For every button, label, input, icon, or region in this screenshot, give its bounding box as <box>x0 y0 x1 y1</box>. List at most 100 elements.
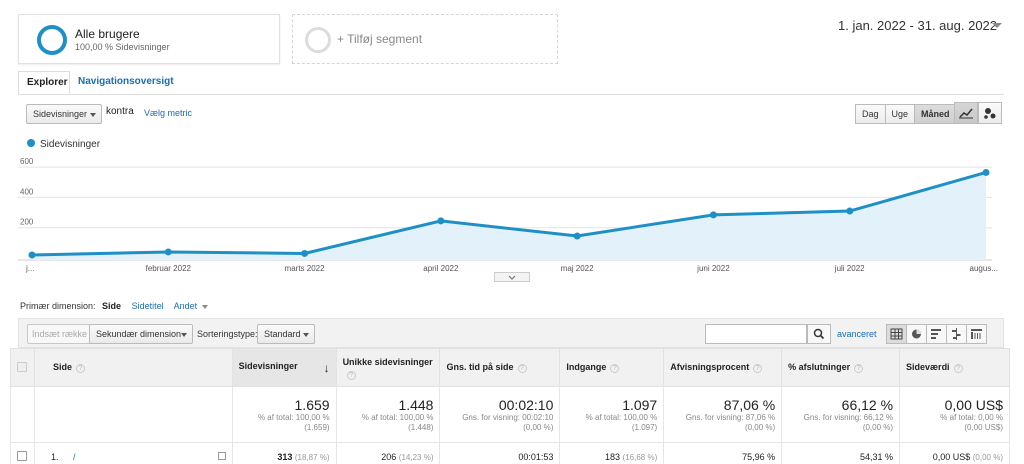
chart-data-point[interactable] <box>573 232 581 240</box>
search-icon[interactable] <box>807 324 831 344</box>
dimension-page-title[interactable]: Sidetitel <box>131 301 164 311</box>
x-tick-label: augus... <box>970 264 998 273</box>
select-all-cell[interactable] <box>10 348 35 387</box>
column-header-bounce-rate[interactable]: Afvisningsprocent? <box>663 348 783 387</box>
tab-navigation-summary[interactable]: Navigationsoversigt <box>78 76 174 87</box>
motion-chart-icon[interactable] <box>978 102 1002 124</box>
help-icon[interactable]: ? <box>854 364 864 373</box>
segment-card-all-users[interactable]: Alle brugere 100,00 % Sidevisninger <box>18 14 280 64</box>
dimension-other[interactable]: Andet <box>173 301 198 311</box>
row-avg-time: 00:01:53 <box>439 442 561 464</box>
help-icon[interactable]: ? <box>76 364 85 373</box>
primary-dimension-label: Primær dimension: <box>20 301 96 311</box>
column-header-page[interactable]: Side? <box>33 348 233 387</box>
date-range-picker[interactable]: 1. jan. 2022 - 31. aug. 2022 <box>838 18 998 33</box>
comparison-icon[interactable] <box>946 324 967 344</box>
period-month-button[interactable]: Måned <box>914 104 957 124</box>
column-header-entrances[interactable]: Indgange? <box>559 348 665 387</box>
column-header-pageviews[interactable]: Sidevisninger ↓ <box>231 348 337 387</box>
row-pageviews: 313 (18,87 %) <box>231 442 337 464</box>
x-tick-label: april 2022 <box>423 264 459 273</box>
segment-name: Alle brugere <box>75 27 140 41</box>
bar-chart-icon[interactable] <box>926 324 947 344</box>
chart-data-point[interactable] <box>437 217 445 225</box>
segment-subtitle: 100,00 % Sidevisninger <box>75 42 170 52</box>
x-tick-label: j... <box>25 264 34 273</box>
chart-svg: 200 400 600 j... februar 2022 marts 2022 apri… <box>18 139 998 273</box>
help-icon[interactable]: ? <box>517 364 527 373</box>
column-header-page-value[interactable]: Sideværdi? <box>899 348 1010 387</box>
row-page-link[interactable]: / <box>73 451 76 462</box>
chart-data-point[interactable] <box>846 207 854 215</box>
add-segment-label: + Tilføj segment <box>337 32 423 46</box>
x-tick-label: juni 2022 <box>696 264 730 273</box>
total-unique-pageviews: 1.448% af total: 100,00 % (1.448) <box>335 386 441 443</box>
data-table: Side? Sidevisninger ↓ Unikke sidevisninge… <box>10 348 1010 464</box>
help-icon[interactable]: ? <box>346 370 356 380</box>
sort-type-value: Standard <box>264 329 301 339</box>
chart-area <box>32 172 986 260</box>
period-week-button[interactable]: Uge <box>884 104 916 124</box>
chart-data-point[interactable] <box>301 249 309 257</box>
metric-select[interactable]: Sidevisninger <box>26 104 102 124</box>
pivot-icon[interactable] <box>966 324 987 344</box>
choose-metric-link[interactable]: Vælg metric <box>144 108 193 118</box>
x-tick-label: marts 2022 <box>285 264 326 273</box>
chevron-down-icon[interactable] <box>992 23 1002 28</box>
help-icon[interactable]: ? <box>953 364 963 373</box>
x-tick-label: maj 2022 <box>561 264 594 273</box>
help-icon[interactable]: ? <box>610 364 620 373</box>
metric-select-value: Sidevisninger <box>33 109 88 119</box>
chart-series-line <box>31 170 987 257</box>
table-grid-icon[interactable] <box>886 324 907 344</box>
segment-bar: Alle brugere 100,00 % Sidevisninger + Ti… <box>0 0 1024 68</box>
versus-label: kontra <box>106 106 134 117</box>
total-bounce-rate: 87,06 % Gns. for visning: 87,06 % (0,00 %) <box>663 386 783 443</box>
table-search-input[interactable] <box>705 324 807 344</box>
empty-segment-ring-icon <box>305 27 331 53</box>
chart-data-point[interactable] <box>28 251 36 259</box>
chart-collapse-handle[interactable] <box>494 272 530 282</box>
row-index: 1. <box>50 451 59 462</box>
legend-label: Sidevisninger <box>40 139 101 150</box>
total-exit-pct: 66,12 % Gns. for visning: 66,12 % (0,00 %) <box>781 386 901 443</box>
row-unique-pageviews: 206 (14,23 %) <box>335 442 441 464</box>
table-row: 1. / 313 (18,87 %) 206 (14,23 %) 00:01:5… <box>10 442 1010 464</box>
row-page-value: 0,00 US$ (0,00 %) <box>899 442 1010 464</box>
y-tick-label: 400 <box>20 187 34 196</box>
chart-data-point[interactable] <box>164 248 172 256</box>
add-segment-button[interactable]: + Tilføj segment <box>292 14 558 64</box>
advanced-filter-link[interactable]: avanceret <box>837 329 877 339</box>
select-all-checkbox[interactable] <box>17 361 28 372</box>
primary-dimension-row: Primær dimension: Side Sidetitel Andet <box>20 301 216 311</box>
row-bounce-rate: 75,96 % <box>663 442 783 464</box>
secondary-dimension-select[interactable]: Sekundær dimension <box>89 324 193 344</box>
table-header-row: Side? Sidevisninger ↓ Unikke sidevisninge… <box>10 348 1010 387</box>
y-tick-label: 600 <box>20 157 34 166</box>
chevron-down-icon <box>90 113 96 117</box>
chevron-down-icon <box>303 333 309 337</box>
row-checkbox[interactable] <box>17 450 28 461</box>
row-entrances: 183 (16,68 %) <box>559 442 665 464</box>
totals-empty-cell <box>10 386 35 443</box>
table-toolbar: Indsæt række Sekundær dimension Sorterin… <box>18 318 1004 348</box>
total-pageviews: 1.659% af total: 100,00 % (1.659) <box>231 386 337 443</box>
pie-chart-icon[interactable] <box>906 324 927 344</box>
column-header-exit-pct[interactable]: % afslutninger? <box>781 348 901 387</box>
column-header-avg-time[interactable]: Gns. tid på side? <box>439 348 561 387</box>
help-icon[interactable]: ? <box>753 364 763 373</box>
open-external-icon[interactable] <box>217 451 226 460</box>
chart-data-point[interactable] <box>709 211 717 219</box>
sort-type-select[interactable]: Standard <box>257 324 315 344</box>
column-header-unique-pageviews[interactable]: Unikke sidevisninger? <box>335 348 441 387</box>
period-buttons: Dag Uge Måned <box>855 104 957 124</box>
period-day-button[interactable]: Dag <box>855 104 886 124</box>
line-chart-icon[interactable] <box>954 102 978 124</box>
dimension-page[interactable]: Side <box>102 301 122 311</box>
row-checkbox-cell[interactable] <box>10 442 35 464</box>
chevron-down-icon[interactable] <box>201 304 208 309</box>
chart-data-point[interactable] <box>982 168 990 176</box>
insert-rows-button[interactable]: Indsæt række <box>27 324 93 344</box>
tab-explorer[interactable]: Explorer <box>18 71 70 95</box>
sort-arrow-icon: ↓ <box>323 360 330 375</box>
